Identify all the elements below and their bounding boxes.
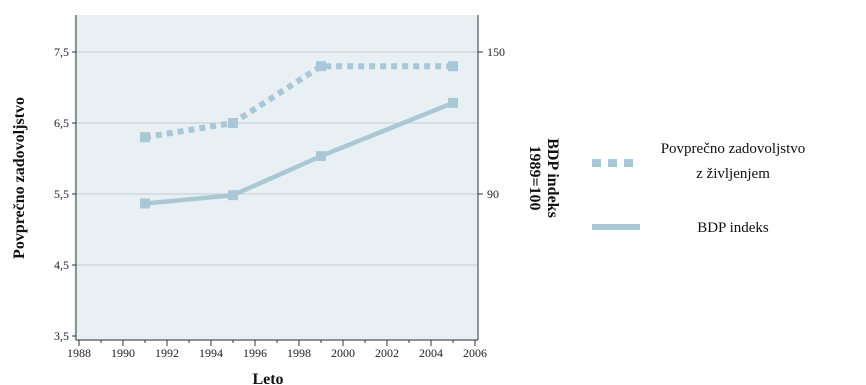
legend-label-gdp: BDP indeks	[697, 220, 769, 236]
y-left-tick-label: 7,5	[54, 45, 69, 59]
x-tick-label: 2002	[375, 346, 399, 360]
series-point-0	[316, 61, 326, 72]
series-point-1	[448, 97, 458, 108]
series-line-1	[144, 100, 454, 206]
x-tick-label: 1990	[111, 346, 135, 360]
series-line-0	[144, 63, 453, 141]
x-tick-label: 1996	[243, 346, 267, 360]
x-tick-label: 1992	[155, 346, 179, 360]
series-point-0	[228, 118, 238, 128]
x-tick-label: 2006	[463, 346, 487, 360]
legend-label-satisfaction-line1: Povprečno zadovoljstvo	[661, 141, 806, 157]
y-left-tick-label: 4,5	[54, 258, 69, 272]
series-point-1	[228, 190, 238, 201]
legend-label-satisfaction-line2: z življenjem	[696, 166, 770, 182]
series-point-0	[140, 132, 150, 143]
series-point-1	[316, 151, 326, 162]
x-tick-label: 1998	[287, 346, 311, 360]
legend: Povprečno zadovoljstvo z življenjem BDP …	[592, 141, 805, 236]
y-axis-right-title-line1: BDP indeks	[544, 138, 561, 218]
y-right-tick-label: 90	[487, 187, 499, 201]
x-tick-label: 1988	[67, 346, 91, 360]
series-point-0	[448, 61, 458, 72]
series-point-1	[140, 198, 150, 209]
x-tick-label: 1994	[199, 346, 223, 360]
y-left-tick-label: 6,5	[54, 116, 69, 130]
x-tick-label: 2000	[331, 346, 355, 360]
y-right-tick-label: 150	[487, 45, 505, 59]
y-left-tick-label: 5,5	[54, 187, 69, 201]
y-axis-left-title: Povprečno zadovoljstvo	[11, 97, 28, 259]
y-axis-right-title-line2: 1989=100	[526, 145, 543, 210]
x-tick-label: 2004	[419, 346, 443, 360]
y-left-tick-label: 3,5	[54, 329, 69, 343]
x-axis-title: Leto	[252, 371, 283, 385]
